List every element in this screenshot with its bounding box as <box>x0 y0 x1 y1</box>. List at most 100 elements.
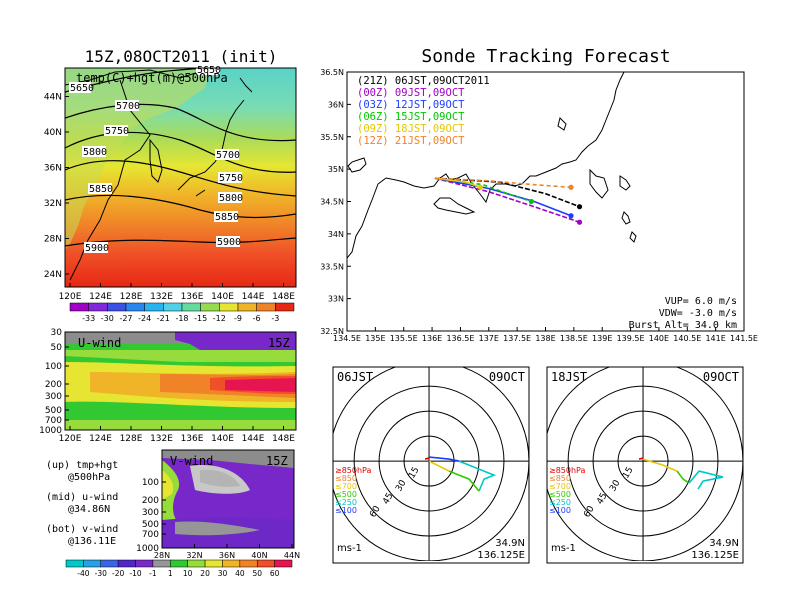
x-tick-label: 128E <box>120 292 143 302</box>
colorbar-label: -24 <box>138 314 151 323</box>
colorbar-label: -30 <box>95 569 107 578</box>
track-endpoint <box>576 219 583 225</box>
map-label: temp(C)+hgt(m)@500hPa <box>76 71 228 85</box>
hodo-ring-label: 15 <box>621 466 635 481</box>
y-tick-label: 34N <box>328 230 344 239</box>
y-tick-label: 35.5N <box>320 133 344 142</box>
legend-entry: (00Z) 09JST,09OCT <box>357 87 465 99</box>
hodo-trace <box>638 457 644 460</box>
y-tick-label: 36.5N <box>320 68 344 77</box>
contour-5700 <box>65 103 296 142</box>
coastline-sakhalin <box>239 77 253 93</box>
colorbar-label: -18 <box>175 314 188 323</box>
colorbar-label: -9 <box>234 314 242 323</box>
x-tick-label: 132E <box>150 292 173 302</box>
y-tick-label: 28N <box>44 235 62 245</box>
contour-label: 5750 <box>105 126 129 137</box>
y-tick-label: 300 <box>142 508 159 518</box>
colorbar-swatch <box>239 559 258 568</box>
colorbar-swatch <box>117 559 136 568</box>
y-tick-label: 35N <box>328 165 344 174</box>
x-tick-label: 132E <box>150 434 173 444</box>
colorbar-swatch <box>107 302 127 312</box>
hodo-level-legend: ≥850hPa <box>335 466 372 475</box>
u-wind-label: U-wind <box>78 336 121 350</box>
x-tick-label: 135E <box>365 334 385 343</box>
x-tick-label: 140.5E <box>673 334 701 343</box>
track-endpoint <box>528 198 534 205</box>
colorbar-swatch <box>170 559 188 568</box>
legend-entry: (03Z) 12JST,09OCT <box>357 99 465 111</box>
x-tick-label: 120E <box>59 292 82 302</box>
colorbar-label: 1 <box>168 569 173 578</box>
hodo-trace <box>688 470 724 490</box>
hodo-grid <box>547 367 743 561</box>
colorbar-swatch <box>88 302 108 312</box>
x-tick-label: 40N <box>251 551 267 560</box>
colorbar-label: -6 <box>253 314 261 323</box>
x-tick-label: 137.5E <box>503 334 531 343</box>
contour-label: 5900 <box>217 237 241 248</box>
contour-5900 <box>65 237 296 247</box>
colorbar-label: -15 <box>194 314 207 323</box>
colorbar-label: -30 <box>101 314 114 323</box>
x-tick-label: 138E <box>535 334 555 343</box>
contour-label: 5800 <box>83 147 107 158</box>
wind-colorbar: -40 -30 -20 -10 -1 1 10 20 30 40 50 60 <box>65 559 293 578</box>
y-tick-label: 34.5N <box>320 198 344 207</box>
hodo-title: 06JST <box>337 370 373 384</box>
y-tick-label: 33.5N <box>320 262 344 271</box>
vdw-readout: VDW= -3.0 m/s <box>659 308 737 319</box>
contour-5850 <box>65 194 296 219</box>
map-x-axis: 120E 124E 128E 132E 136E 140E 144E 148E <box>59 283 295 302</box>
track-legend: (21Z) 06JST,09OCT2011(00Z) 09JST,09OCT(0… <box>357 75 490 147</box>
track-series <box>434 177 583 225</box>
hodo-level-legend: ≤700 <box>549 482 571 491</box>
x-tick-label: 124E <box>89 434 112 444</box>
hodo-date: 09OCT <box>489 370 525 384</box>
hodo-grid <box>333 367 529 561</box>
y-tick-label: 32.5N <box>320 327 344 336</box>
colorbar-swatch <box>219 302 239 312</box>
x-tick-label: 128E <box>120 434 143 444</box>
x-tick-label: 138.5E <box>560 334 588 343</box>
x-tick-label: 136E <box>181 292 204 302</box>
x-tick-label: 148E <box>272 292 295 302</box>
colorbar-label: -20 <box>112 569 124 578</box>
x-tick-label: 148E <box>272 434 295 444</box>
contour-5750 <box>65 131 296 173</box>
colorbar-swatch <box>125 302 145 312</box>
colorbar-swatch <box>181 302 201 312</box>
vup-readout: VUP= 6.0 m/s <box>665 296 737 307</box>
y-tick-label: 32N <box>44 199 62 209</box>
right-title: Sonde Tracking Forecast <box>421 46 670 67</box>
colorbar-label: -3 <box>271 314 279 323</box>
track-panel: (21Z) 06JST,09OCT2011(00Z) 09JST,09OCT(0… <box>320 68 758 343</box>
x-tick-label: 28N <box>154 551 170 560</box>
x-tick-label: 135.5E <box>390 334 418 343</box>
colorbar-swatch <box>163 302 183 312</box>
x-tick-label: 139E <box>592 334 612 343</box>
colorbar-swatch <box>135 559 154 568</box>
colorbar-swatch <box>204 559 223 568</box>
x-tick-label: 140E <box>649 334 669 343</box>
colorbar-label: -1 <box>149 569 157 578</box>
y-tick-label: 44N <box>44 93 62 103</box>
map-y-axis: 24N 28N 32N 36N 40N 44N <box>44 93 69 280</box>
hodo-lon: 136.125E <box>691 550 739 561</box>
x-tick-label: 144E <box>242 292 265 302</box>
colorbar-label: -27 <box>119 314 132 323</box>
y-tick-label: 33N <box>328 295 344 304</box>
note-up-level: @500hPa <box>68 472 110 483</box>
hodo-ring-label: 45 <box>381 491 395 506</box>
u-x-axis: 120E 124E 128E 132E 136E 140E 144E 148E <box>59 426 295 444</box>
x-tick-label: 137E <box>479 334 499 343</box>
y-tick-label: 200 <box>45 380 62 390</box>
hodo-frame <box>332 366 530 564</box>
y-tick-label: 40N <box>44 128 62 138</box>
hodo-level-legend: ≤700 <box>335 482 357 491</box>
y-tick-label: 1000 <box>136 544 159 554</box>
hodo-level-legend: ≤250 <box>335 498 357 507</box>
